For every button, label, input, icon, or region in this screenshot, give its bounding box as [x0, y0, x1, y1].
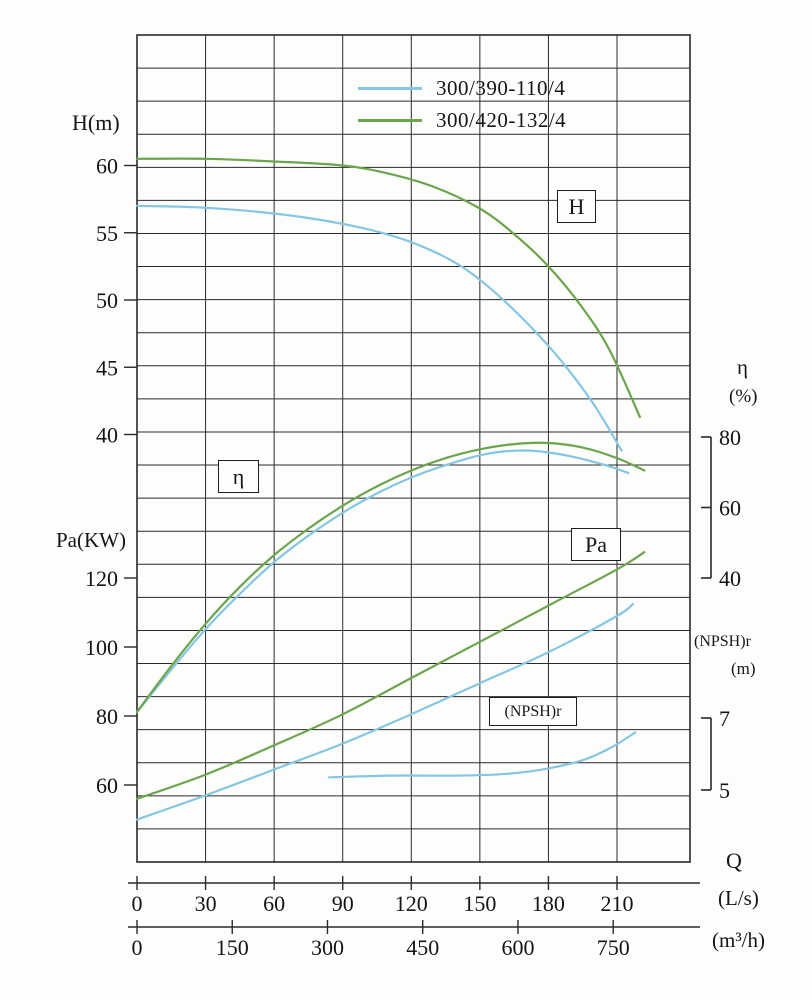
eta-axis-bracket: 80 60 40	[701, 425, 741, 591]
series-curves	[135, 157, 646, 821]
q-axis-ls: 0 30 60 90 120 150 180 210	[128, 876, 700, 916]
curve-label-h: H	[557, 190, 596, 223]
curve-label-eta: η	[218, 460, 259, 493]
svg-text:120: 120	[395, 891, 428, 916]
series-eta-300-390-110-4	[135, 449, 630, 714]
svg-text:55: 55	[96, 221, 118, 246]
plot-border	[136, 34, 691, 863]
svg-text:210: 210	[601, 891, 634, 916]
svg-text:180: 180	[532, 891, 565, 916]
svg-text:45: 45	[96, 355, 118, 380]
svg-text:450: 450	[406, 935, 439, 960]
legend: 300/390-110/4 300/420-132/4	[358, 76, 566, 132]
grid	[137, 35, 690, 862]
pa-axis-title: Pa(KW)	[56, 528, 126, 552]
curve-label-pa: Pa	[571, 528, 621, 561]
svg-text:80: 80	[96, 704, 118, 729]
npsh-axis-bracket: 75	[701, 706, 730, 803]
svg-text:40: 40	[719, 566, 741, 591]
svg-text:0: 0	[132, 935, 143, 960]
eta-axis-unit: (%)	[729, 386, 758, 407]
svg-text:150: 150	[463, 891, 496, 916]
series-npshr-300-390-110-4	[327, 731, 637, 779]
series-pa-300-390-110-4	[135, 602, 635, 821]
svg-text:5: 5	[719, 778, 730, 803]
h-axis-title: H(m)	[72, 110, 120, 135]
svg-text:7: 7	[719, 706, 730, 731]
svg-text:750: 750	[597, 935, 630, 960]
q-axis-unit-ls: (L/s)	[718, 886, 759, 910]
left-axis-ticks: 60 55 50 45 40 120 100 80 60	[85, 154, 137, 798]
q-axis-unit-m3h: (m³/h)	[712, 928, 765, 952]
series-h-300-390-110-4	[135, 204, 623, 452]
svg-text:80: 80	[719, 425, 741, 450]
q-axis-title: Q	[726, 848, 742, 873]
series-pa-300-420-132-4	[135, 551, 646, 800]
svg-text:150: 150	[216, 935, 249, 960]
svg-text:0: 0	[132, 891, 143, 916]
q-axis-m3h: 0 150 300 450 600 750	[128, 920, 700, 960]
legend-label: 300/390-110/4	[436, 75, 566, 100]
legend-item-model-1: 300/390-110/4	[358, 76, 566, 100]
svg-text:50: 50	[96, 288, 118, 313]
series-eta-300-420-132-4	[135, 441, 646, 714]
legend-item-model-2: 300/420-132/4	[358, 108, 566, 132]
svg-text:100: 100	[85, 635, 118, 660]
legend-swatch-blue-line	[358, 86, 422, 90]
svg-text:60: 60	[263, 891, 285, 916]
eta-axis-title: η	[737, 355, 748, 379]
svg-text:60: 60	[96, 773, 118, 798]
npsh-axis-unit: (m)	[731, 659, 756, 678]
svg-text:90: 90	[332, 891, 354, 916]
svg-text:600: 600	[501, 935, 534, 960]
svg-text:60: 60	[96, 154, 118, 179]
svg-text:40: 40	[96, 423, 118, 448]
curve-label-npsh: (NPSH)r	[489, 697, 577, 726]
legend-label: 300/420-132/4	[436, 107, 567, 132]
svg-text:60: 60	[719, 496, 741, 521]
npsh-axis-title: (NPSH)r	[694, 633, 751, 650]
svg-text:120: 120	[85, 566, 118, 591]
legend-swatch-green-line	[358, 118, 422, 122]
svg-text:30: 30	[195, 891, 217, 916]
svg-text:300: 300	[311, 935, 344, 960]
series-h-300-420-132-4	[135, 157, 641, 419]
